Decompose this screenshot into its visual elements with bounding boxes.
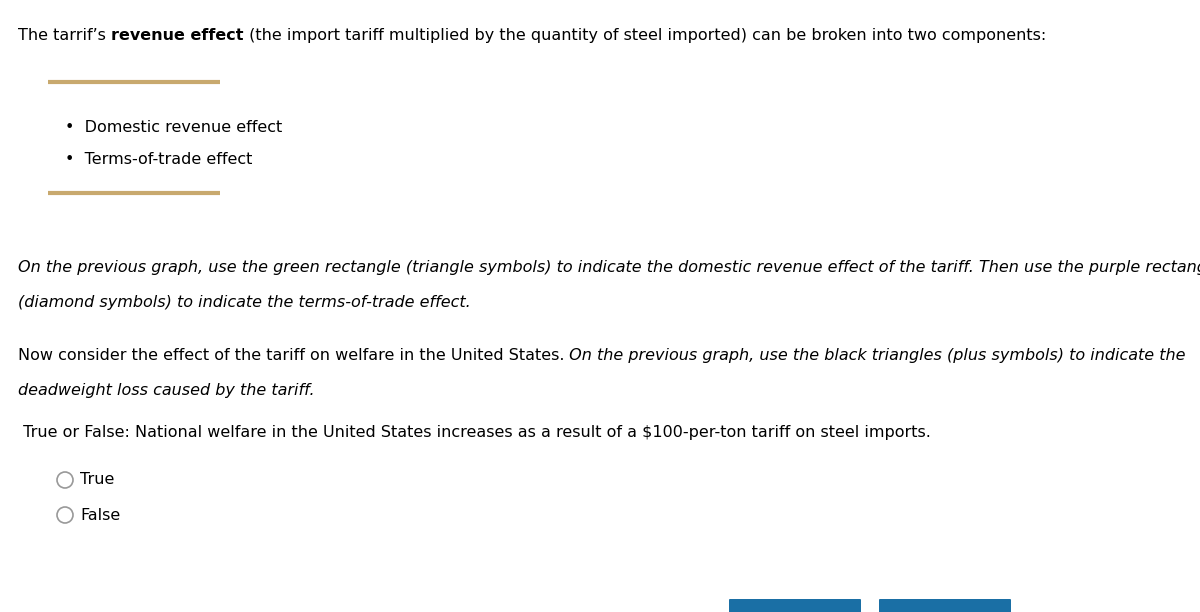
Text: True: True bbox=[80, 472, 114, 488]
FancyBboxPatch shape bbox=[730, 599, 862, 612]
Text: •  Terms-of-trade effect: • Terms-of-trade effect bbox=[65, 152, 252, 167]
Text: On the previous graph, use the green rectangle (triangle symbols) to indicate th: On the previous graph, use the green rec… bbox=[18, 260, 1200, 275]
FancyBboxPatch shape bbox=[878, 599, 1010, 612]
Text: Now consider the effect of the tariff on welfare in the United States.: Now consider the effect of the tariff on… bbox=[18, 348, 564, 363]
Text: revenue effect: revenue effect bbox=[112, 28, 244, 43]
Text: (the import tariff multiplied by the quantity of steel imported) can be broken i: (the import tariff multiplied by the qua… bbox=[244, 28, 1045, 43]
Text: The tarrif’s: The tarrif’s bbox=[18, 28, 112, 43]
Text: False: False bbox=[80, 507, 120, 523]
Text: On the previous graph, use the black triangles (plus symbols) to indicate the: On the previous graph, use the black tri… bbox=[564, 348, 1186, 363]
Text: •  Domestic revenue effect: • Domestic revenue effect bbox=[65, 120, 282, 135]
Text: True or False: National welfare in the United States increases as a result of a : True or False: National welfare in the U… bbox=[18, 425, 931, 440]
Text: deadweight loss caused by the tariff.: deadweight loss caused by the tariff. bbox=[18, 383, 314, 398]
Text: (diamond symbols) to indicate the terms-of-trade effect.: (diamond symbols) to indicate the terms-… bbox=[18, 295, 470, 310]
